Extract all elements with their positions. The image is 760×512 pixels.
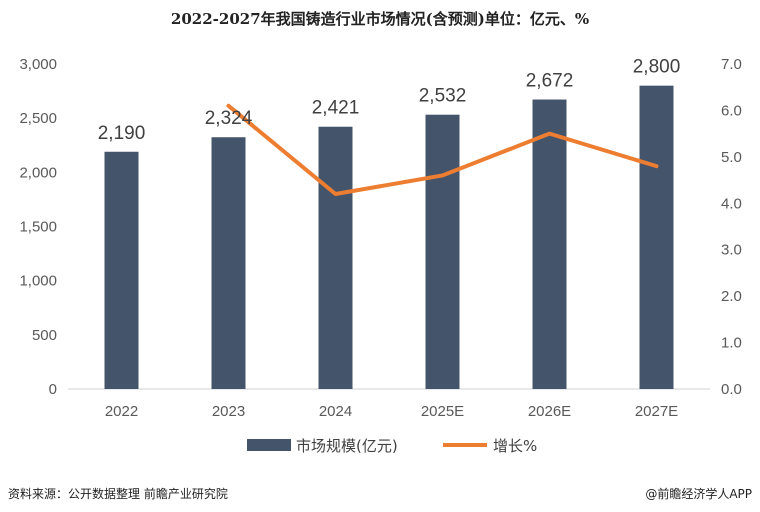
source-note: 资料来源：公开数据整理 前瞻产业研究院 [8, 487, 228, 501]
right-tick-label: 5.0 [721, 149, 742, 166]
footer: 资料来源：公开数据整理 前瞻产业研究院 @前瞻经济学人APP [8, 485, 752, 505]
right-axis: 0.0 1.0 2.0 3.0 4.0 5.0 6.0 7.0 [721, 56, 742, 398]
left-tick-label: 2,500 [19, 110, 57, 127]
category-label: 2024 [319, 403, 352, 420]
bar-data-label: 2,532 [419, 86, 467, 107]
growth-line [226, 103, 659, 196]
bar-data-label: 2,190 [98, 123, 146, 144]
bar [532, 99, 567, 390]
left-tick-label: 1,500 [19, 219, 57, 236]
left-tick-label: 3,000 [19, 56, 57, 73]
chart: 0 500 1,000 1,500 2,000 2,500 3,000 0.0 1.0 2.0 3… [19, 56, 742, 455]
right-tick-label: 7.0 [721, 56, 742, 73]
right-tick-label: 0.0 [721, 381, 742, 398]
category-label: 2026E [528, 403, 571, 420]
left-tick-label: 500 [32, 327, 57, 344]
left-axis: 0 500 1,000 1,500 2,000 2,500 3,000 [19, 56, 57, 398]
right-tick-label: 3.0 [721, 242, 742, 259]
bar-data-label: 2,421 [312, 98, 360, 119]
right-tick-label: 1.0 [721, 335, 742, 352]
bar-data-labels: 2,190 2,324 2,421 2,532 2,672 2,800 [98, 57, 681, 144]
left-tick-label: 1,000 [19, 273, 57, 290]
bar-data-label: 2,800 [633, 57, 681, 78]
bar [104, 151, 139, 389]
category-axis: 2022 2023 2024 2025E 2026E 2027E [105, 403, 678, 420]
legend-label-line: 增长% [493, 437, 537, 455]
left-tick-label: 0 [49, 381, 57, 398]
right-tick-label: 4.0 [721, 195, 742, 212]
category-label: 2023 [212, 403, 245, 420]
left-tick-label: 2,000 [19, 164, 57, 181]
bar [318, 126, 353, 389]
category-label: 2022 [105, 403, 138, 420]
legend-swatch-bar [247, 439, 291, 451]
bar [425, 114, 460, 389]
legend: 市场规模(亿元) 增长% [247, 437, 537, 455]
brand-watermark: @前瞻经济学人APP [645, 487, 752, 501]
bar [639, 85, 674, 390]
bar-data-label: 2,672 [526, 71, 574, 92]
category-label: 2027E [635, 403, 678, 420]
legend-label-bar: 市场规模(亿元) [296, 437, 398, 455]
category-label: 2025E [421, 403, 464, 420]
right-tick-label: 6.0 [721, 102, 742, 119]
bar-data-label: 2,324 [205, 108, 253, 129]
bar [211, 137, 246, 389]
chart-title: 2022-2027年我国铸造行业市场情况(含预测)单位：亿元、% [170, 10, 590, 28]
right-tick-label: 2.0 [721, 288, 742, 305]
bars [104, 85, 674, 390]
